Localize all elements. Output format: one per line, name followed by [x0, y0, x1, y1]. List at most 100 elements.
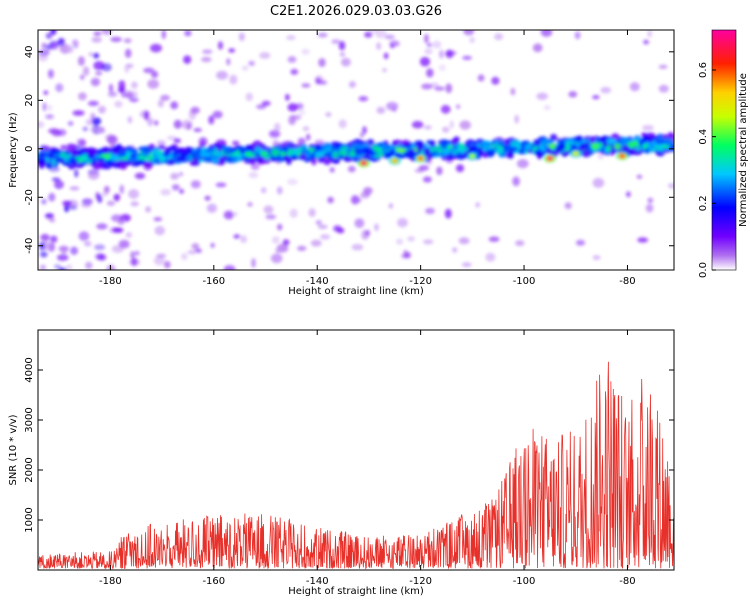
spectrogram-cell	[282, 239, 290, 246]
spectrogram-cell	[118, 80, 126, 90]
spectrogram-cell	[667, 132, 674, 139]
snr-frame	[37, 329, 675, 571]
figure-title: C2E1.2026.029.03.03.G26	[270, 4, 442, 19]
spectrogram-cell	[350, 195, 360, 205]
colorbar-tick-label: 0.2	[698, 195, 709, 211]
spectrogram-cell	[206, 203, 217, 213]
spectrogram-cell	[590, 136, 596, 144]
spectrogram-cell	[38, 158, 46, 164]
spectrogram-cell	[362, 147, 369, 155]
spectrogram-cell	[496, 147, 504, 155]
spectrogram-cell	[153, 217, 163, 222]
spectrogram-cell	[181, 253, 188, 261]
colorbar-ticks: 0.0 0.2 0.4 0.6	[698, 62, 716, 278]
spectrogram-x-tick-label: -120	[409, 276, 432, 287]
spectrogram-cell	[251, 258, 256, 268]
spectrogram-cell	[601, 135, 610, 140]
spectrogram-cell	[605, 144, 612, 153]
spectrogram-cell	[575, 239, 586, 246]
spectrogram-cell	[463, 30, 475, 36]
spectrogram-cell	[150, 43, 162, 53]
spectrogram-cell	[55, 83, 64, 93]
spectrogram-cell	[290, 68, 299, 75]
spectrogram-cell	[274, 122, 281, 132]
spectrogram-cell	[67, 121, 74, 126]
spectrogram-cell	[397, 147, 406, 153]
spectrogram-cell	[134, 172, 146, 180]
spectrogram-cell	[183, 55, 192, 64]
spectrogram-cell	[654, 140, 666, 145]
spectrogram-cell	[85, 261, 93, 270]
spectrogram-cell	[600, 86, 611, 94]
spectrogram-cell	[367, 139, 375, 146]
spectrogram-cell	[643, 39, 649, 45]
spectrogram-cell	[351, 244, 364, 251]
snr-y-ticks: 1000 2000 3000 4000	[24, 357, 674, 533]
spectrogram-cell	[466, 139, 475, 145]
spectrogram-cell	[88, 171, 100, 180]
spectrogram-cell	[191, 159, 199, 166]
spectrogram-cell	[261, 100, 271, 106]
spectrogram-cell	[429, 140, 436, 148]
spectrogram-cell	[113, 193, 121, 201]
spectrogram-cell	[421, 83, 433, 90]
spectrogram-cell	[184, 30, 192, 37]
spectrogram-cell	[306, 133, 311, 141]
spectrogram-cell	[72, 110, 85, 116]
spectrogram-cell	[536, 92, 548, 101]
spectrogram-cell	[94, 244, 106, 251]
spectrogram-cell	[629, 82, 640, 92]
spectrogram-y-ticks: -40 -20 0 20 40	[24, 45, 674, 254]
spectrogram-cell	[254, 146, 263, 154]
spectrogram-cell	[51, 129, 62, 137]
spectrogram-cell	[145, 206, 152, 213]
spectrogram-cell	[49, 235, 58, 243]
spectrogram-cell	[362, 126, 367, 135]
snr-x-tick-label: -140	[306, 576, 329, 587]
spectrogram-cell	[72, 39, 79, 49]
spectrogram-cell	[360, 191, 370, 199]
spectrogram-cell	[202, 49, 213, 54]
spectrogram-cell	[103, 185, 110, 194]
spectrogram-cell	[228, 48, 236, 53]
spectrogram-cell	[592, 177, 605, 188]
spectrogram-cell	[123, 38, 132, 44]
spectrogram-cell	[376, 42, 382, 50]
spectrogram-cell	[459, 120, 471, 130]
spectrogram-cell	[331, 39, 341, 44]
spectrogram-y-label: Frequency (Hz)	[8, 112, 19, 188]
spectrogram-cell	[191, 243, 200, 250]
spectrogram-cell	[336, 227, 345, 234]
spectrogram-cell	[456, 104, 461, 109]
spectrogram-cell	[226, 58, 231, 66]
spectrogram-cell	[77, 56, 85, 66]
spectrogram-cell	[423, 239, 434, 245]
spectrogram-cell	[96, 157, 106, 162]
spectrogram-cell	[277, 223, 283, 231]
spectrogram-cell	[317, 32, 328, 38]
spectrogram-cell	[232, 140, 240, 146]
spectrogram-cell	[223, 210, 234, 220]
spectrogram-cell	[329, 167, 335, 173]
spectrogram-cell	[59, 151, 67, 159]
snr-y-label: SNR (10 * v/v)	[8, 414, 19, 485]
spectrogram-cell	[289, 208, 298, 218]
spectrogram-cell	[564, 140, 575, 145]
spectrogram-cell	[512, 176, 520, 187]
snr-x-tick-label: -100	[513, 576, 536, 587]
spectrogram-cell	[396, 238, 404, 245]
spectrogram-cell	[462, 55, 472, 61]
spectrogram-cell	[62, 200, 72, 206]
spectrogram-cell	[58, 267, 68, 270]
spectrogram-cell	[191, 151, 203, 157]
spectrogram-cell	[217, 40, 224, 51]
spectrogram-cell	[263, 154, 272, 160]
spectrogram-cell	[461, 262, 472, 268]
spectrogram-cell	[255, 157, 265, 163]
spectrogram-cell	[153, 158, 160, 162]
spectrogram-cell	[339, 52, 346, 57]
spectrogram-cell	[49, 43, 59, 50]
spectrogram-cell	[48, 192, 56, 202]
spectrogram-cell	[361, 161, 367, 166]
spectrogram-cell	[56, 254, 69, 261]
